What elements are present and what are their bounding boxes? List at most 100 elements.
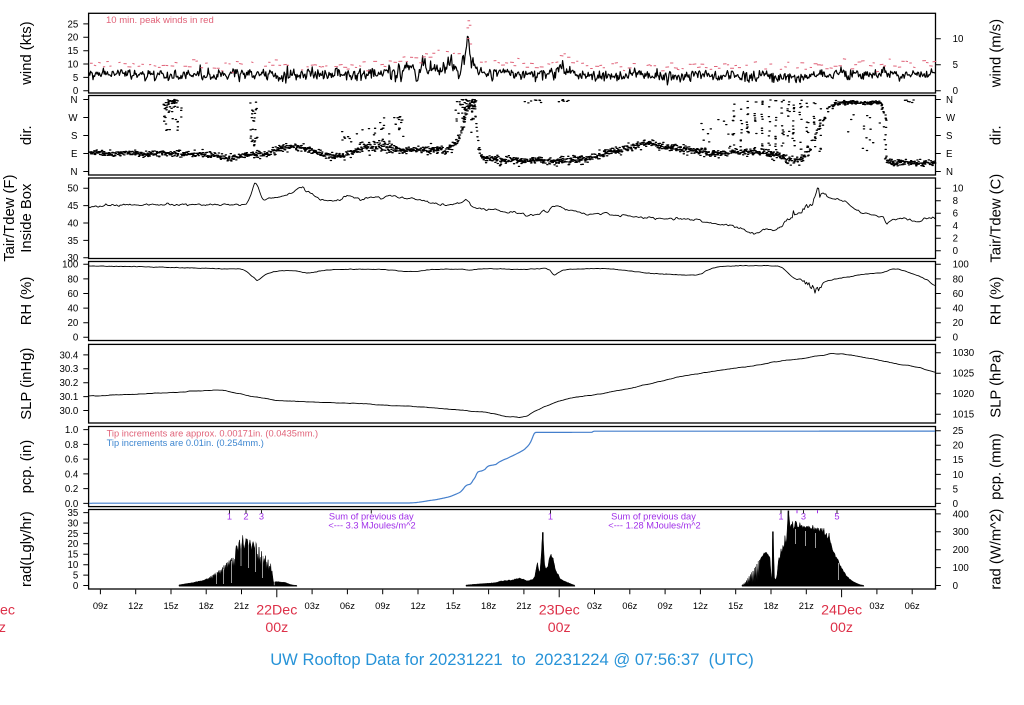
svg-text:5: 5 [73,73,78,84]
svg-text:25: 25 [953,426,964,437]
svg-text:Tair/Tdew (F): Tair/Tdew (F) [2,175,18,262]
svg-text:pcp. (in): pcp. (in) [19,440,35,494]
svg-text:4: 4 [953,221,959,232]
svg-text:N: N [71,167,78,178]
svg-text:0.2: 0.2 [65,484,78,495]
svg-text:20: 20 [68,539,79,550]
svg-text:20: 20 [953,441,964,452]
svg-text:20: 20 [68,33,79,44]
svg-text:1: 1 [778,511,783,521]
svg-text:Tip increments are 0.01in. (0.: Tip increments are 0.01in. (0.254mm.) [107,438,264,448]
svg-text:00z: 00z [265,620,288,636]
svg-text:2: 2 [953,234,958,245]
svg-text:100: 100 [62,260,79,271]
svg-text:10: 10 [68,59,79,70]
svg-text:40: 40 [68,304,79,315]
svg-text:12z: 12z [128,600,143,611]
svg-text:0.0: 0.0 [65,499,79,510]
svg-text:S: S [946,131,953,142]
svg-text:W: W [946,113,956,124]
svg-text:wind (m/s): wind (m/s) [989,19,1005,88]
svg-text:21z: 21z [234,600,249,611]
svg-text:30.1: 30.1 [59,392,78,403]
svg-text:0: 0 [73,333,79,344]
svg-text:100: 100 [953,563,970,574]
svg-text:15: 15 [68,46,79,57]
svg-text:12z: 12z [693,600,708,611]
svg-text:35: 35 [68,508,79,519]
svg-text:10: 10 [953,470,964,481]
svg-text:18z: 18z [481,600,496,611]
svg-text:21Dec: 21Dec [0,603,15,619]
svg-text:18z: 18z [199,600,214,611]
svg-text:03z: 03z [305,600,320,611]
svg-text:50: 50 [68,184,79,195]
svg-text:12z: 12z [410,600,425,611]
svg-text:SLP (inHg): SLP (inHg) [19,348,35,420]
svg-text:0.8: 0.8 [65,440,78,451]
svg-text:Tair/Tdew (C): Tair/Tdew (C) [989,174,1005,263]
svg-text:09z: 09z [658,600,673,611]
svg-text:80: 80 [68,274,79,285]
svg-text:1: 1 [227,511,232,521]
svg-text:1.0: 1.0 [65,425,79,436]
svg-text:15z: 15z [163,600,178,611]
svg-text:30.0: 30.0 [59,406,78,417]
svg-text:20: 20 [68,318,79,329]
svg-text:dir.: dir. [19,125,35,145]
svg-text:1030: 1030 [953,348,975,359]
svg-text:Sum of previous day: Sum of previous day [329,511,414,521]
svg-text:3: 3 [259,511,264,521]
svg-text:pcp. (mm): pcp. (mm) [989,433,1005,500]
svg-text:S: S [71,131,78,142]
svg-text:1015: 1015 [953,410,975,421]
svg-text:N: N [71,95,78,106]
svg-text:<--- 1.28 MJoules/m^2: <--- 1.28 MJoules/m^2 [608,521,700,531]
svg-text:0: 0 [953,333,959,344]
svg-text:300: 300 [953,527,970,538]
svg-text:0: 0 [953,581,959,592]
svg-text:0.4: 0.4 [65,469,79,480]
svg-text:20: 20 [953,318,964,329]
svg-text:Tip increments are approx. 0.0: Tip increments are approx. 0.00171in. (0… [107,429,319,439]
svg-text:22Dec: 22Dec [256,603,297,619]
svg-text:400: 400 [953,509,970,520]
svg-text:3: 3 [801,511,806,521]
svg-text:2: 2 [243,511,248,521]
svg-text:30: 30 [68,253,79,264]
svg-text:09z: 09z [375,600,390,611]
svg-text:Sum of previous day: Sum of previous day [611,511,696,521]
svg-text:100: 100 [953,260,970,271]
svg-text:06z: 06z [622,600,637,611]
svg-text:15z: 15z [446,600,461,611]
svg-text:5: 5 [834,511,839,521]
svg-text:SLP (hPa): SLP (hPa) [989,350,1005,418]
svg-text:06z: 06z [340,600,355,611]
svg-text:0: 0 [953,246,959,257]
svg-text:1025: 1025 [953,369,975,380]
svg-text:18z: 18z [763,600,778,611]
svg-text:00z: 00z [548,620,571,636]
svg-text:W: W [68,113,78,124]
svg-text:dir.: dir. [989,125,1005,145]
svg-text:21z: 21z [799,600,814,611]
svg-text:30.2: 30.2 [59,378,78,389]
svg-text:E: E [71,149,78,160]
svg-text:0: 0 [73,86,79,97]
svg-text:wind (kts): wind (kts) [19,21,35,85]
svg-text:0: 0 [953,86,959,97]
svg-text:30: 30 [68,518,79,529]
svg-text:E: E [946,149,953,160]
svg-text:200: 200 [953,545,970,556]
svg-text:0: 0 [73,581,79,592]
svg-text:rad (W/m^2): rad (W/m^2) [989,509,1005,590]
svg-text:25: 25 [68,529,79,540]
svg-text:5: 5 [73,571,78,582]
svg-text:30.3: 30.3 [59,364,78,375]
svg-text:21z: 21z [516,600,531,611]
svg-text:6: 6 [953,209,958,220]
svg-text:06z: 06z [905,600,920,611]
svg-text:30.4: 30.4 [59,350,78,361]
svg-text:5: 5 [953,484,958,495]
svg-text:00z: 00z [0,620,6,636]
